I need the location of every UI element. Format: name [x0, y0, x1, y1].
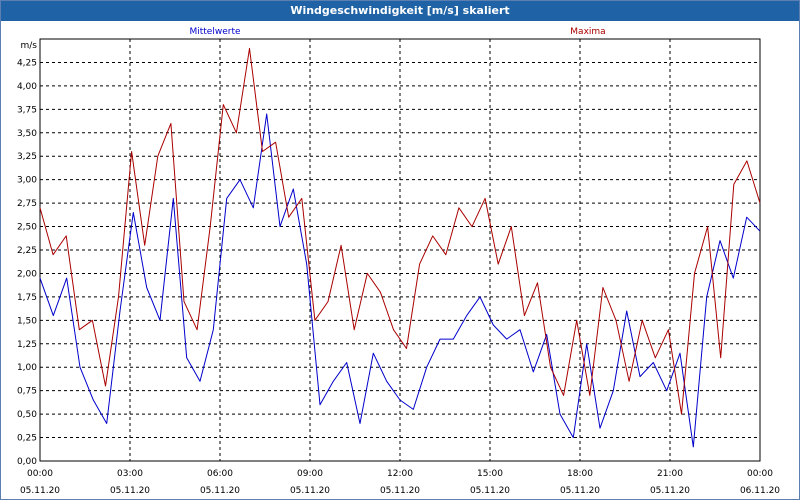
y-tick-label: 2,25: [17, 246, 37, 256]
y-tick-label: 0,50: [17, 410, 37, 420]
x-tick-date: 05.11.20: [290, 486, 330, 496]
x-tick-time: 18:00: [567, 469, 593, 479]
y-axis-label: m/s: [21, 41, 38, 51]
y-tick-label: 4,00: [17, 82, 37, 92]
x-tick-date: 05.11.20: [470, 486, 510, 496]
x-tick-time: 03:00: [117, 469, 143, 479]
y-tick-label: 2,00: [17, 269, 37, 279]
y-tick-label: 0,25: [17, 434, 37, 444]
x-tick-date: 05.11.20: [110, 486, 150, 496]
y-tick-label: 0,75: [17, 387, 37, 397]
x-tick-time: 00:00: [27, 469, 53, 479]
x-tick-date: 05.11.20: [380, 486, 420, 496]
y-tick-label: 1,25: [17, 340, 37, 350]
x-tick-time: 09:00: [297, 469, 323, 479]
x-tick-time: 21:00: [657, 469, 683, 479]
x-tick-time: 12:00: [387, 469, 413, 479]
legend-mittelwerte: Mittelwerte: [189, 27, 240, 37]
y-tick-label: 3,50: [17, 129, 37, 139]
x-tick-date: 05.11.20: [560, 486, 600, 496]
x-tick-time: 06:00: [207, 469, 233, 479]
x-tick-date: 05.11.20: [200, 486, 240, 496]
x-tick-date: 05.11.20: [650, 486, 690, 496]
series-line-mittelwerte: [39, 113, 761, 448]
series-line-maxima: [39, 47, 761, 415]
y-tick-label: 2,75: [17, 199, 37, 209]
y-tick-label: 1,00: [17, 363, 37, 373]
y-tick-label: 0,00: [17, 457, 37, 467]
x-tick-date: 05.11.20: [20, 486, 60, 496]
window-title: Windgeschwindigkeit [m/s] skaliert: [1, 1, 799, 21]
y-tick-label: 3,75: [17, 105, 37, 115]
y-tick-label: 3,00: [17, 176, 37, 186]
x-tick-time: 00:00: [747, 469, 773, 479]
y-tick-label: 1,50: [17, 316, 37, 326]
x-tick-time: 15:00: [477, 469, 503, 479]
y-tick-label: 1,75: [17, 293, 37, 303]
legend-maxima: Maxima: [570, 27, 605, 37]
y-tick-label: 3,25: [17, 152, 37, 162]
y-tick-label: 2,50: [17, 223, 37, 233]
x-tick-date: 06.11.20: [740, 486, 780, 496]
y-tick-label: 4,25: [17, 58, 37, 68]
